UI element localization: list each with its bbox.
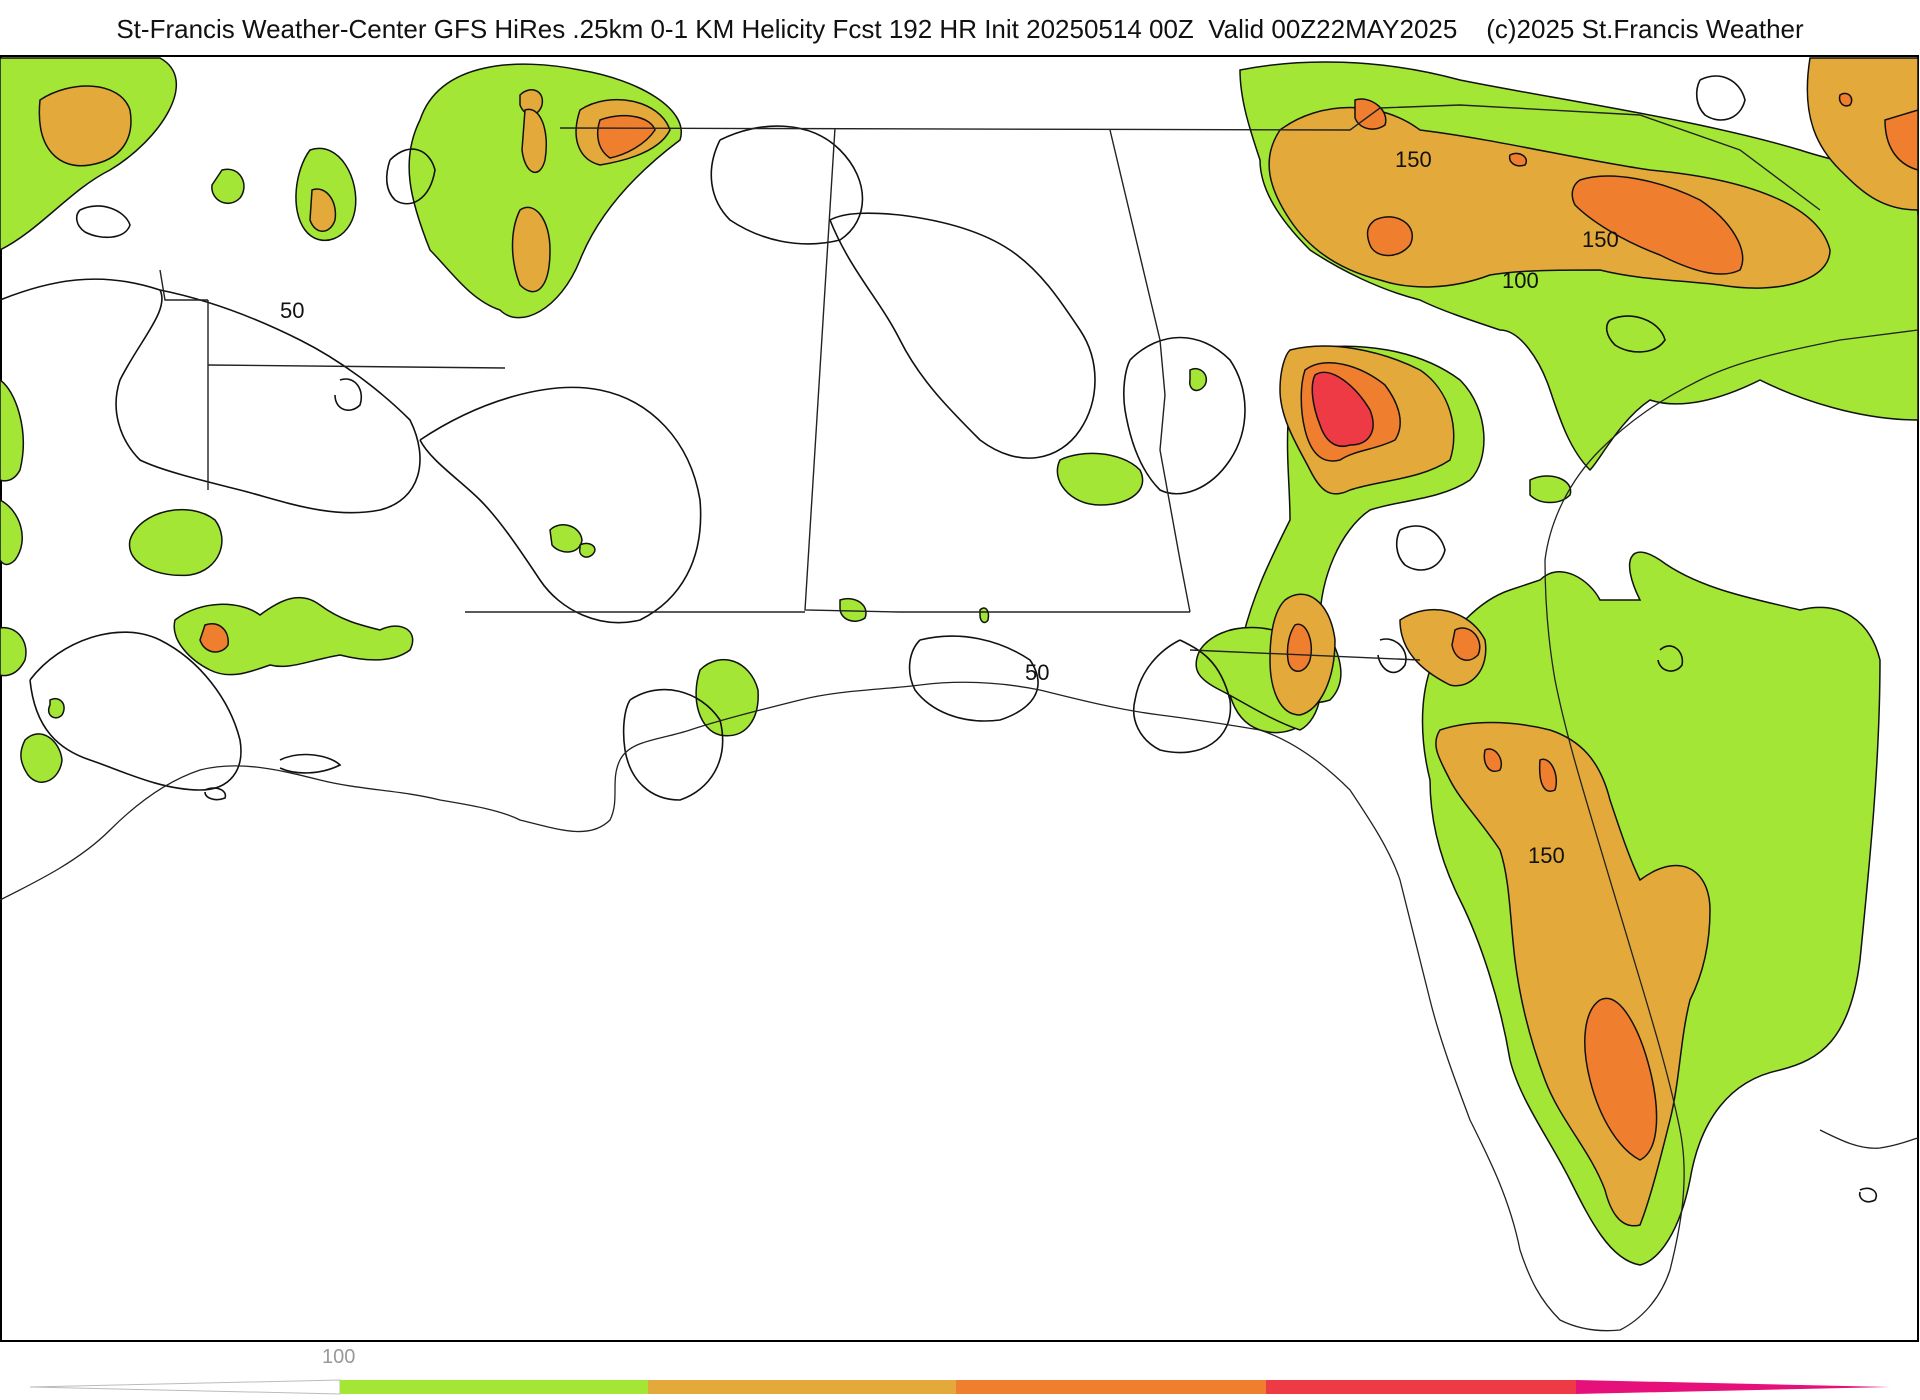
contour-label-150-north: 150 bbox=[1395, 147, 1432, 172]
contour-label-100-carolina: 100 bbox=[1502, 268, 1539, 293]
contour-label-50-gulf: 50 bbox=[1025, 660, 1049, 685]
helicity-map: 50 50 150 150 100 150 bbox=[0, 55, 1919, 1342]
map-title: St-Francis Weather-Center GFS HiRes .25k… bbox=[116, 14, 1804, 44]
state-boundaries bbox=[159, 104, 1821, 661]
colorbar-segment-50-100 bbox=[340, 1380, 648, 1394]
coastlines bbox=[0, 329, 1919, 1332]
colorbar-segment-200-250 bbox=[1266, 1380, 1576, 1394]
colorbar-segment-150-200 bbox=[956, 1380, 1266, 1394]
colorbar-tick-label: 100 bbox=[322, 1346, 355, 1368]
colorbar-segment-250-plus bbox=[1576, 1380, 1890, 1394]
contour-label-150-florida: 150 bbox=[1528, 843, 1565, 868]
colorbar-segment-100-150 bbox=[648, 1380, 956, 1394]
helicity-200-250-areas bbox=[1311, 371, 1374, 447]
contour-label-group: 50 50 150 150 100 150 bbox=[280, 147, 1619, 868]
contour-label-50-west: 50 bbox=[280, 298, 304, 323]
contour-label-150-carolina: 150 bbox=[1582, 227, 1619, 252]
colorbar-segment-below bbox=[29, 1379, 341, 1395]
colorbar: 100 bbox=[29, 1346, 1890, 1395]
helicity-50-contours bbox=[0, 75, 1878, 1203]
